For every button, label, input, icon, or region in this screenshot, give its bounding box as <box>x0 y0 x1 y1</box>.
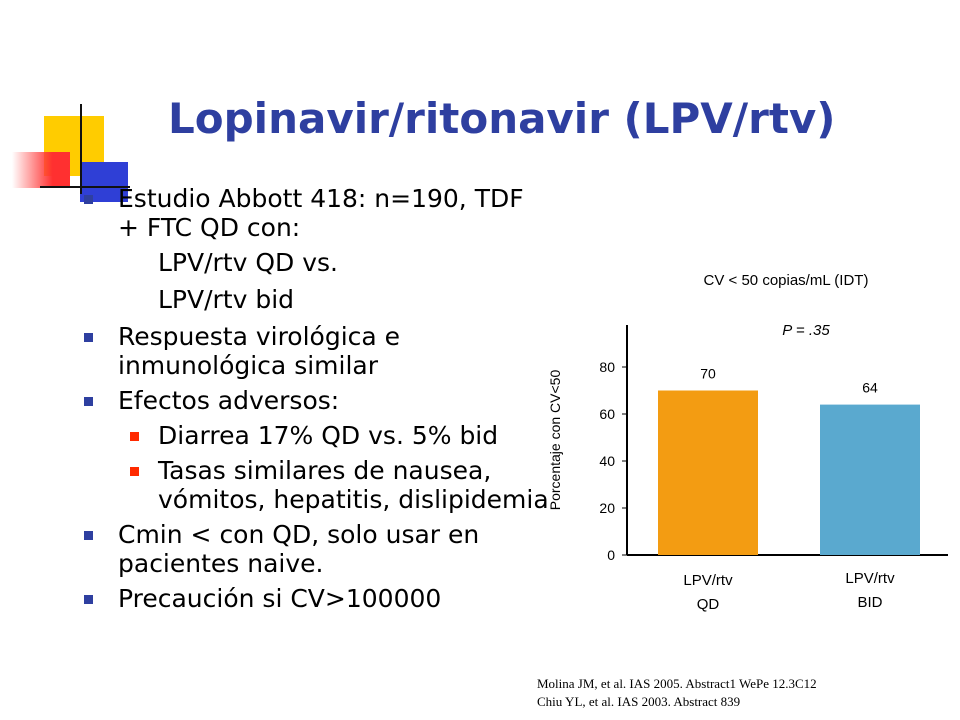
references: Molina JM, et al. IAS 2005. Abstract1 We… <box>537 675 817 711</box>
y-tick-label: 0 <box>607 547 615 563</box>
bullet-text: Diarrea 17% QD vs. 5% bid <box>158 421 499 450</box>
bullet-item: Efectos adversos: <box>80 386 550 415</box>
chart-title: CV < 50 copias/mL (IDT) <box>704 272 869 289</box>
square-bullet-icon <box>84 531 93 540</box>
bullet-text: Efectos adversos: <box>118 386 340 415</box>
y-tick-label: 40 <box>599 453 615 469</box>
square-bullet-icon <box>130 467 139 476</box>
square-bullet-icon <box>84 397 93 406</box>
logo-vertical-line <box>80 104 82 194</box>
square-bullet-icon <box>84 333 93 342</box>
x-tick-label: BID <box>857 594 882 611</box>
bullet-text: Respuesta virológica e inmunológica simi… <box>118 322 401 380</box>
bullet-item: LPV/rtv QD vs. <box>80 248 550 277</box>
bar-chart: CV < 50 copias/mL (IDT) 0 20 40 60 80 Porcenta… <box>547 272 948 613</box>
bullet-text: LPV/rtv bid <box>158 285 295 314</box>
p-value-annotation: P = .35 <box>782 322 830 339</box>
square-bullet-icon <box>84 595 93 604</box>
bar-value-label: 64 <box>862 380 878 396</box>
reference-text: Chiu YL, et al. IAS 2003. Abstract 839 <box>537 694 741 709</box>
logo-horizontal-line <box>40 186 130 188</box>
x-tick-label: LPV/rtv <box>683 572 733 589</box>
bullet-list: Estudio Abbott 418: n=190, TDF + FTC QD … <box>80 184 550 619</box>
bullet-item: Cmin < con QD, solo usar en pacientes na… <box>80 520 550 578</box>
bullet-item: Respuesta virológica e inmunológica simi… <box>80 322 550 380</box>
square-bullet-icon <box>84 195 93 204</box>
y-tick-label: 80 <box>599 359 615 375</box>
bullet-item: Precaución si CV>100000 <box>80 584 550 613</box>
slide-title: Lopinavir/ritonavir (LPV/rtv) <box>168 94 836 143</box>
square-bullet-icon <box>130 432 139 441</box>
bullet-item: LPV/rtv bid <box>80 285 550 314</box>
sub-bullet-item: Diarrea 17% QD vs. 5% bid <box>80 421 550 450</box>
bullet-text: LPV/rtv QD vs. <box>158 248 338 277</box>
y-axis-label: Porcentaje con CV<50 <box>547 370 563 511</box>
x-tick-label: LPV/rtv <box>845 570 895 587</box>
sub-bullet-item: Tasas similares de nausea, vómitos, hepa… <box>80 456 550 514</box>
bullet-item: Estudio Abbott 418: n=190, TDF + FTC QD … <box>80 184 550 242</box>
bullet-text: Tasas similares de nausea, vómitos, hepa… <box>158 456 549 514</box>
logo-red-square <box>12 152 70 188</box>
bar-value-label: 70 <box>700 366 716 382</box>
y-tick-label: 20 <box>599 500 615 516</box>
bar <box>658 390 758 555</box>
bar <box>820 404 920 555</box>
reference-text: Molina JM, et al. IAS 2005. Abstract1 We… <box>537 676 817 691</box>
bullet-text: Estudio Abbott 418: n=190, TDF + FTC QD … <box>118 184 524 242</box>
y-tick-label: 60 <box>599 406 615 422</box>
bullet-text: Cmin < con QD, solo usar en pacientes na… <box>118 520 480 578</box>
x-tick-label: QD <box>697 596 720 613</box>
bullet-text: Precaución si CV>100000 <box>118 584 442 613</box>
